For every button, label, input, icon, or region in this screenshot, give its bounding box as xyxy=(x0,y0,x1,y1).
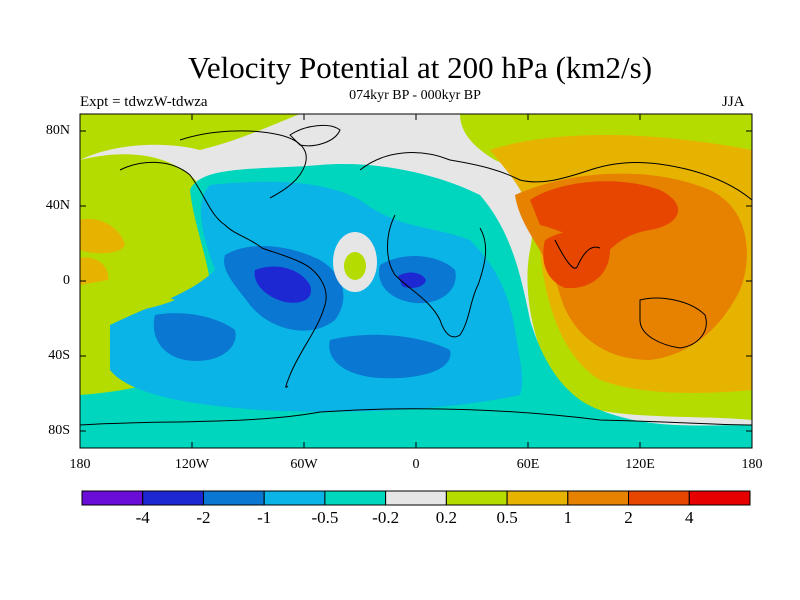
colorbar-swatch-9 xyxy=(628,490,690,506)
colorbar-swatch-4 xyxy=(324,490,387,506)
colorbar-label: 1 xyxy=(563,508,573,527)
lat-tick-80s: 80S xyxy=(48,423,70,438)
gold-region-pacific-west xyxy=(80,218,125,254)
lon-tick-0: 0 xyxy=(412,457,420,472)
lat-tick-0: 0 xyxy=(63,273,70,288)
colorbar-label: -0.2 xyxy=(372,508,400,527)
colorbar-label: -1 xyxy=(257,508,272,527)
colorbar-label: 4 xyxy=(685,508,694,527)
lon-tick-120w: 120W xyxy=(174,457,210,472)
green-region-pacific xyxy=(95,288,175,312)
colorbar-swatch-8 xyxy=(567,490,630,506)
plot-subtitle: 074kyr BP - 000kyr BP xyxy=(349,88,481,103)
lon-tick-120e: 120E xyxy=(625,457,655,472)
blue-region-pacific xyxy=(153,313,236,361)
lon-tick-60w: 60W xyxy=(290,457,318,472)
colorbar-swatch-0 xyxy=(81,490,144,506)
lon-tick-180e: 180 xyxy=(741,457,763,472)
colorbar-label: 0.5 xyxy=(496,508,518,527)
coast-eurasia xyxy=(359,152,752,201)
colorbar-swatch-3 xyxy=(263,490,326,506)
lat-tick-40n: 40N xyxy=(45,198,70,213)
colorbar xyxy=(81,490,751,506)
coastlines xyxy=(80,124,752,426)
coast-greenland xyxy=(289,124,341,147)
colorbar-label: -4 xyxy=(135,508,150,527)
plot-title: Velocity Potential at 200 hPa (km2/s) xyxy=(187,50,653,85)
colorbar-label: -2 xyxy=(196,508,211,527)
colorbar-swatch-10 xyxy=(688,490,751,506)
colorbar-swatch-7 xyxy=(506,490,569,506)
colorbar-swatch-5 xyxy=(385,490,447,506)
lon-tick-180w: 180 xyxy=(69,457,91,472)
coast-antarctica xyxy=(80,408,752,426)
deep-blue-region-americas xyxy=(254,266,311,303)
coast-africa xyxy=(387,214,487,338)
colorbar-label: 2 xyxy=(624,508,633,527)
lat-tick-80n: 80N xyxy=(45,123,70,138)
experiment-label: Expt = tdwzW-tdwza xyxy=(80,94,208,110)
red-orange-region-indian-ocean xyxy=(543,231,610,289)
gold-region-pacific-west-2 xyxy=(80,257,109,285)
season-label: JJA xyxy=(722,94,745,110)
colorbar-swatch-2 xyxy=(202,490,265,506)
positive-bubble-atlantic xyxy=(344,252,366,280)
blue-region-atlantic xyxy=(329,334,451,379)
lat-tick-40s: 40S xyxy=(48,348,70,363)
red-orange-region-asia xyxy=(530,181,679,260)
colorbar-swatch-1 xyxy=(142,490,204,506)
axis-ticks xyxy=(80,114,752,448)
colorbar-swatch-6 xyxy=(445,490,508,506)
coast-india xyxy=(554,239,601,269)
colorbar-label: -0.5 xyxy=(311,508,339,527)
coast-australia xyxy=(639,297,707,349)
coast-americas xyxy=(119,161,327,388)
colorbar-label: 0.2 xyxy=(435,508,457,527)
lon-tick-60e: 60E xyxy=(516,457,540,472)
velocity-potential-field xyxy=(80,114,752,448)
